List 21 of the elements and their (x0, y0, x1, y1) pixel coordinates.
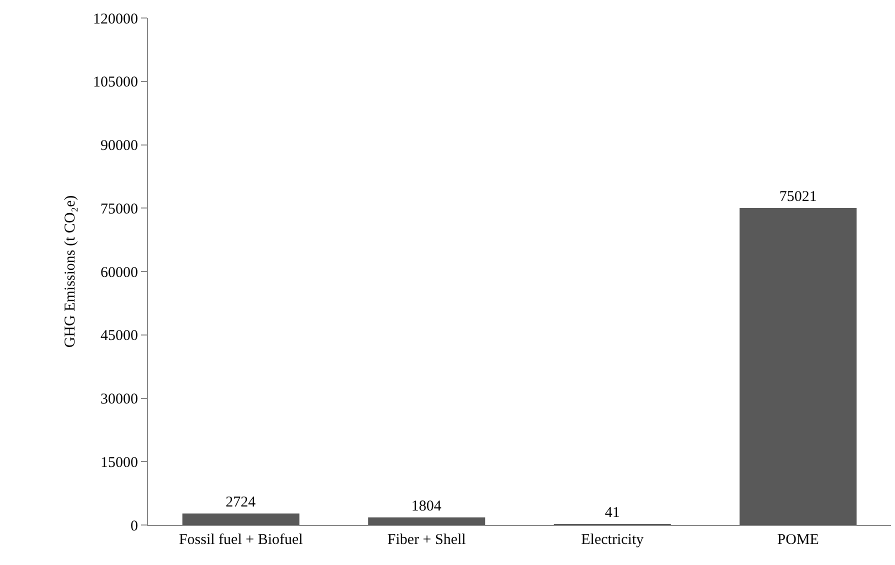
bar (182, 513, 300, 525)
bar (740, 208, 857, 525)
data-label: 1804 (411, 498, 442, 514)
bar (368, 517, 486, 525)
x-tick-label: Electricity (581, 532, 644, 548)
y-tick-label: 15000 (100, 454, 138, 471)
x-tick-label: POME (777, 532, 819, 548)
data-label: 75021 (779, 189, 817, 206)
y-tick-label: 30000 (100, 392, 138, 408)
y-tick-label: 60000 (100, 264, 138, 281)
data-label: 41 (604, 505, 620, 521)
x-tick-label: Fossil fuel + Biofuel (178, 532, 303, 548)
y-tick-label: 90000 (100, 138, 138, 154)
y-tick-label: 120000 (93, 11, 138, 28)
x-tick-label: Fiber + Shell (387, 532, 466, 548)
data-label: 2724 (226, 494, 256, 510)
y-tick-label: 45000 (100, 328, 138, 344)
y-tick-label: 105000 (93, 74, 138, 91)
y-tick-label: 75000 (100, 201, 138, 218)
y-tick-label: 0 (130, 518, 138, 534)
y-axis-title: GHG Emissions (t CO₂e) (62, 195, 78, 348)
